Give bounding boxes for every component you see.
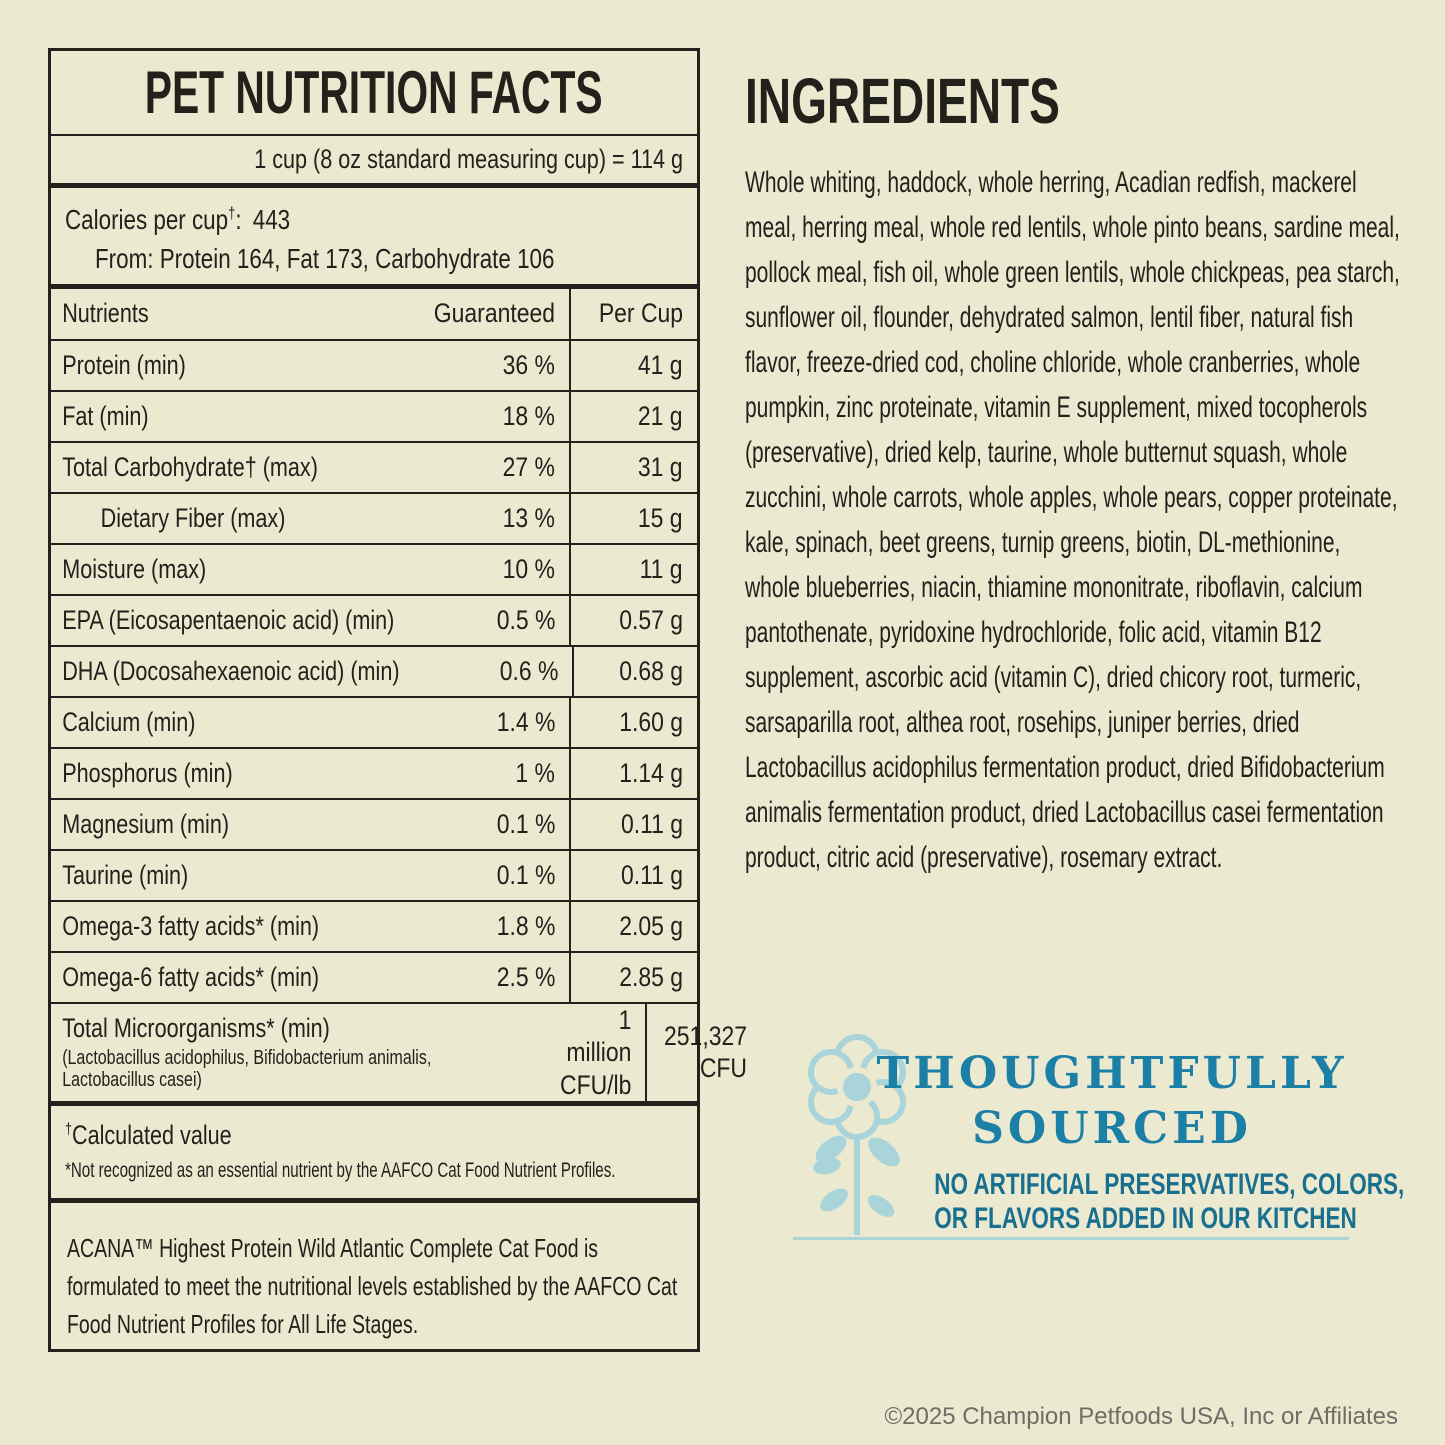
nutrient-per-cup-value: 1.14 g	[569, 748, 697, 798]
nutrient-row: Omega-3 fatty acids* (min) 1.8 % 2.05 g	[51, 899, 697, 951]
nutrients-table: Nutrients Guaranteed Per Cup Protein (mi…	[51, 288, 747, 1106]
nutrient-per-cup-value: 2.05 g	[569, 901, 697, 951]
nutrient-guaranteed-value: 36 %	[503, 349, 556, 380]
panel-title: PET NUTRITION FACTS	[145, 59, 603, 127]
nutrient-name: Taurine (min)	[62, 859, 189, 890]
microorganisms-main-label: Total Microorganisms* (min)	[62, 1013, 330, 1044]
nutrient-name: Total Carbohydrate† (max)	[62, 451, 318, 482]
microorganisms-per-cup: 251,327 CFU	[645, 1003, 761, 1101]
flower-icon	[808, 1034, 906, 1235]
nutrient-row: EPA (Eicosapentaenoic acid) (min) 0.5 % 0.…	[51, 593, 697, 645]
nutrient-row: Fat (min) 18 % 21 g	[51, 389, 697, 441]
footnote-calculated: †Calculated value	[65, 1119, 232, 1150]
badge-subtitle: NO ARTIFICIAL PRESERVATIVES, COLORS, OR …	[875, 1168, 1405, 1236]
nutrient-per-cup-value: 0.57 g	[569, 595, 697, 645]
nutrient-row: Moisture (max) 10 % 11 g	[51, 542, 697, 594]
panel-title-section: PET NUTRITION FACTS	[51, 51, 697, 137]
nutrient-name: DHA (Docosahexaenoic acid) (min)	[62, 655, 400, 686]
nutrient-name: Protein (min)	[62, 349, 186, 380]
nutrient-row: Total Carbohydrate† (max) 27 % 31 g	[51, 440, 697, 492]
nutrient-per-cup-value: 1.60 g	[569, 697, 697, 747]
badge-heading-line2: SOURCED	[972, 1103, 1252, 1154]
nutrient-guaranteed-value: 27 %	[503, 451, 556, 482]
nutrient-name: Dietary Fiber (max)	[100, 502, 286, 533]
calories-section: Calories per cup†: 443 From: Protein 164,…	[51, 188, 697, 289]
nutrient-name: Fat (min)	[62, 400, 149, 431]
nutrient-name: Omega-3 fatty acids* (min)	[62, 910, 320, 941]
nutrient-row: Omega-6 fatty acids* (min) 2.5 % 2.85 g	[51, 950, 697, 1002]
nutrient-guaranteed-value: 1.4 %	[496, 706, 556, 737]
nutrient-name: Phosphorus (min)	[62, 757, 233, 788]
copyright-text: ©2025 Champion Petfoods USA, Inc or Affi…	[884, 1403, 1398, 1430]
nutrient-guaranteed-value: 18 %	[503, 400, 556, 431]
nutrient-per-cup-value: 11 g	[569, 544, 697, 594]
pet-nutrition-facts-panel: PET NUTRITION FACTS 1 cup (8 oz standard…	[48, 48, 747, 1352]
nutrient-name: Calcium (min)	[62, 706, 196, 737]
table-header-row: Nutrients Guaranteed Per Cup	[51, 288, 697, 339]
nutrient-per-cup-value: 0.11 g	[569, 850, 697, 900]
microorganisms-name: Total Microorganisms* (min) (Lactobacill…	[51, 1013, 446, 1091]
calories-line: Calories per cup†: 443	[65, 204, 559, 236]
nutrient-name: Magnesium (min)	[62, 808, 230, 839]
nutrient-row: Phosphorus (min) 1 % 1.14 g	[51, 746, 697, 798]
nutrient-guaranteed-value: 0.1 %	[496, 859, 556, 890]
microorganisms-guaranteed: 1 million CFU/lb	[560, 1004, 632, 1100]
nutrient-guaranteed-value: 10 %	[503, 553, 556, 584]
thoughtfully-sourced-badge: THOUGHTFULLY SOURCED NO ARTIFICIAL PRESE…	[793, 1028, 1405, 1240]
nutrient-row: Taurine (min) 0.1 % 0.11 g	[51, 848, 697, 900]
nutrient-per-cup-value: 0.68 g	[571, 646, 697, 696]
nutrient-per-cup-value: 0.11 g	[569, 799, 697, 849]
calories-dagger: †	[228, 205, 236, 224]
nutrient-guaranteed-value: 0.1 %	[496, 808, 556, 839]
footnote-dagger: †	[65, 1120, 72, 1138]
nutrient-guaranteed-value: 1.8 %	[496, 910, 556, 941]
ingredients-title: INGREDIENTS	[745, 65, 1060, 137]
nutrient-guaranteed-value: 13 %	[503, 502, 556, 533]
badge-subtitle-line1: NO ARTIFICIAL PRESERVATIVES, COLORS,	[934, 1168, 1405, 1201]
badge-text-block: THOUGHTFULLY SOURCED NO ARTIFICIAL PRESE…	[875, 1046, 1405, 1236]
nutrient-per-cup-value: 21 g	[569, 391, 697, 441]
badge-ground-line	[793, 1237, 1349, 1240]
header-nutrients: Nutrients	[62, 298, 149, 329]
nutrient-guaranteed-value: 0.5 %	[496, 604, 556, 635]
nutrient-per-cup-value: 41 g	[569, 340, 697, 390]
footnote-aafco: *Not recognized as an essential nutrient…	[65, 1158, 616, 1182]
serving-size-text: 1 cup (8 oz standard measuring cup) = 11…	[254, 144, 683, 175]
nutrient-guaranteed-value: 1 %	[515, 757, 556, 788]
badge-heading-line1: THOUGHTFULLY	[876, 1048, 1348, 1099]
calories-label: Calories per cup	[65, 204, 229, 236]
nutrient-row: Dietary Fiber (max) 13 % 15 g	[51, 491, 697, 543]
nutrient-row: DHA (Docosahexaenoic acid) (min) 0.6 % 0.6…	[51, 644, 697, 696]
nutrient-name: Moisture (max)	[62, 553, 207, 584]
nutrient-per-cup-value: 15 g	[569, 493, 697, 543]
microorganisms-row: Total Microorganisms* (min) (Lactobacill…	[51, 1001, 747, 1101]
microorganisms-sub-label: (Lactobacillus acidophilus, Bifidobacter…	[62, 1046, 432, 1091]
footnotes-section: †Calculated value *Not recognized as an …	[51, 1106, 697, 1204]
nutrient-guaranteed-value: 2.5 %	[496, 961, 556, 992]
aafco-statement-section: ACANA™ Highest Protein Wild Atlantic Com…	[51, 1203, 697, 1349]
nutrient-row: Protein (min) 36 % 41 g	[51, 338, 697, 390]
serving-size-section: 1 cup (8 oz standard measuring cup) = 11…	[51, 136, 697, 189]
nutrient-name: EPA (Eicosapentaenoic acid) (min)	[62, 604, 395, 635]
nutrient-row: Magnesium (min) 0.1 % 0.11 g	[51, 797, 697, 849]
badge-subtitle-line2: OR FLAVORS ADDED IN OUR KITCHEN	[934, 1202, 1357, 1235]
aafco-statement-text: ACANA™ Highest Protein Wild Atlantic Com…	[67, 1233, 678, 1340]
nutrient-guaranteed-value: 0.6 %	[499, 655, 559, 686]
nutrient-row: Calcium (min) 1.4 % 1.60 g	[51, 695, 697, 747]
calories-from-line: From: Protein 164, Fat 173, Carbohydrate…	[95, 243, 555, 275]
nutrient-name: Omega-6 fatty acids* (min)	[62, 961, 320, 992]
ingredients-text: Whole whiting, haddock, whole herring, A…	[745, 166, 1400, 874]
header-per-cup: Per Cup	[569, 288, 697, 339]
nutrient-per-cup-value: 2.85 g	[569, 952, 697, 1002]
header-guaranteed: Guaranteed	[434, 298, 556, 329]
calories-separator: :	[235, 204, 242, 236]
nutrient-per-cup-value: 31 g	[569, 442, 697, 492]
calories-value: 443	[252, 204, 291, 236]
